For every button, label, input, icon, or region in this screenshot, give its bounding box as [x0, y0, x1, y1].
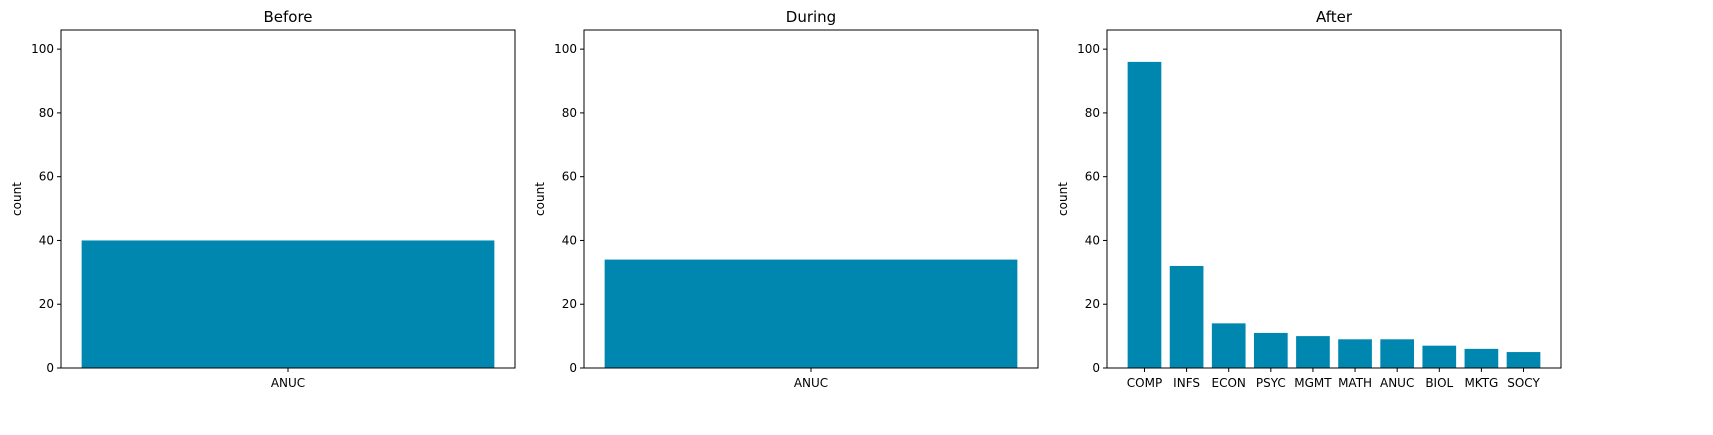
- x-tick-label: ANUC: [1380, 376, 1414, 390]
- y-tick-label: 20: [562, 297, 577, 311]
- y-tick-label: 80: [1085, 106, 1100, 120]
- x-tick-label: INFS: [1173, 376, 1200, 390]
- y-tick-label: 80: [562, 106, 577, 120]
- y-tick-label: 0: [569, 361, 577, 375]
- subplot-title: Before: [263, 8, 312, 26]
- bar-anuc: [81, 240, 495, 368]
- y-tick-label: 80: [39, 106, 54, 120]
- y-tick-label: 40: [39, 233, 54, 247]
- y-tick-label: 40: [1085, 233, 1100, 247]
- x-tick-label: MGMT: [1294, 376, 1332, 390]
- y-tick-label: 60: [39, 170, 54, 184]
- y-tick-label: 0: [46, 361, 54, 375]
- bar-socy: [1506, 352, 1541, 368]
- y-tick-label: 60: [1085, 170, 1100, 184]
- x-tick-label: BIOL: [1425, 376, 1453, 390]
- y-tick-label: 60: [562, 170, 577, 184]
- y-tick-label: 40: [562, 233, 577, 247]
- x-tick-label: MATH: [1338, 376, 1372, 390]
- y-tick-label: 100: [31, 42, 54, 56]
- y-tick-label: 20: [1085, 297, 1100, 311]
- y-axis-label: count: [10, 182, 24, 216]
- subplot-during: During count ANUC 0 20 40 60 80 100: [533, 8, 1039, 390]
- bar-anuc: [1380, 339, 1415, 368]
- x-tick-label: ANUC: [271, 376, 305, 390]
- bar-psyc: [1253, 332, 1288, 368]
- y-tick-label: 100: [1077, 42, 1100, 56]
- x-tick-label: ANUC: [794, 376, 828, 390]
- plot-frame: [583, 29, 1039, 369]
- bar-mktg: [1464, 348, 1499, 368]
- bar-anuc: [604, 259, 1018, 368]
- x-tick-label: MKTG: [1464, 376, 1498, 390]
- x-tick-label: PSYC: [1256, 376, 1286, 390]
- x-tick-label: SOCY: [1507, 376, 1540, 390]
- y-axis-label: count: [533, 182, 547, 216]
- y-tick-label: 100: [554, 42, 577, 56]
- x-tick-label: ECON: [1212, 376, 1246, 390]
- bar-mgmt: [1296, 336, 1330, 368]
- subplot-title: After: [1316, 8, 1353, 26]
- bar-comp: [1127, 61, 1162, 369]
- y-tick-label: 0: [1092, 361, 1100, 375]
- plot-frame: [60, 29, 516, 369]
- bar-math: [1338, 339, 1372, 368]
- y-axis-label: count: [1056, 182, 1070, 216]
- x-tick-label: COMP: [1127, 376, 1162, 390]
- bar-econ: [1211, 323, 1246, 368]
- bar-infs: [1169, 265, 1204, 368]
- y-tick-label: 20: [39, 297, 54, 311]
- bar-biol: [1422, 345, 1457, 368]
- subplot-title: During: [786, 8, 836, 26]
- plot-frame: [1106, 29, 1562, 369]
- subplot-before: Before count ANUC 0 20 40 60 80 100: [10, 8, 516, 390]
- subplot-after: After count COMP INFS ECON PSYC MGMT MATH ANUC…: [1056, 8, 1562, 390]
